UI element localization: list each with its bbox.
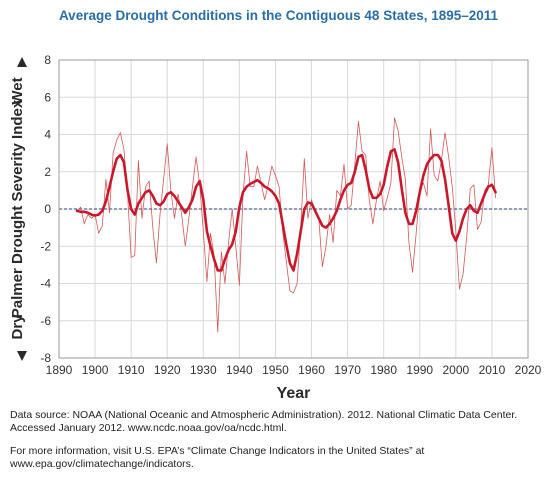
x-tick-label: 1990: [406, 363, 433, 377]
dry-label: Dry: [9, 314, 26, 340]
x-tick-label: 1910: [118, 363, 145, 377]
smoothed-series-line: [75, 148, 497, 272]
y-tick-label: 2: [44, 165, 51, 179]
x-axis-title: Year: [277, 385, 311, 400]
y-tick-label: -8: [40, 351, 51, 365]
x-tick-label: 1920: [154, 363, 181, 377]
data-source-note: Data source: NOAA (National Oceanic and …: [10, 409, 518, 434]
y-tick-label: -6: [40, 314, 51, 328]
x-tick-label: 1930: [190, 363, 217, 377]
y-tick-label: -4: [40, 277, 51, 291]
dry-arrow-icon: [17, 351, 27, 361]
y-axis-title: Palmer Drought Severity Index: [9, 99, 26, 318]
y-tick-label: -2: [40, 239, 51, 253]
x-tick-label: 1960: [298, 363, 325, 377]
annual-series-line: [76, 117, 496, 333]
x-tick-label: 1970: [334, 363, 361, 377]
plot-border: [58, 59, 529, 359]
y-tick-label: 4: [44, 128, 51, 142]
y-tick-label: 8: [44, 53, 51, 67]
drought-chart: 1890 1900 1910 1920 1930 1940 1950 1960 1970 1980…: [9, 53, 542, 400]
chart-title: Average Drought Conditions in the Contig…: [58, 8, 499, 23]
y-tick-label: 0: [44, 202, 51, 216]
more-info-note: For more information, visit U.S. EPA’s “…: [10, 445, 425, 470]
x-tick-label: 1980: [370, 363, 397, 377]
wet-arrow-icon: [17, 57, 27, 67]
x-tick-label: 1890: [46, 363, 73, 377]
x-tick-label: 2020: [515, 363, 542, 377]
y-tick-label: 6: [44, 90, 51, 104]
x-tick-label: 1940: [226, 363, 253, 377]
x-tick-label: 2010: [479, 363, 506, 377]
wet-label: Wet: [9, 77, 26, 104]
x-tick-label: 1950: [262, 363, 289, 377]
x-tick-label: 1900: [82, 363, 109, 377]
x-tick-label: 2000: [442, 363, 469, 377]
